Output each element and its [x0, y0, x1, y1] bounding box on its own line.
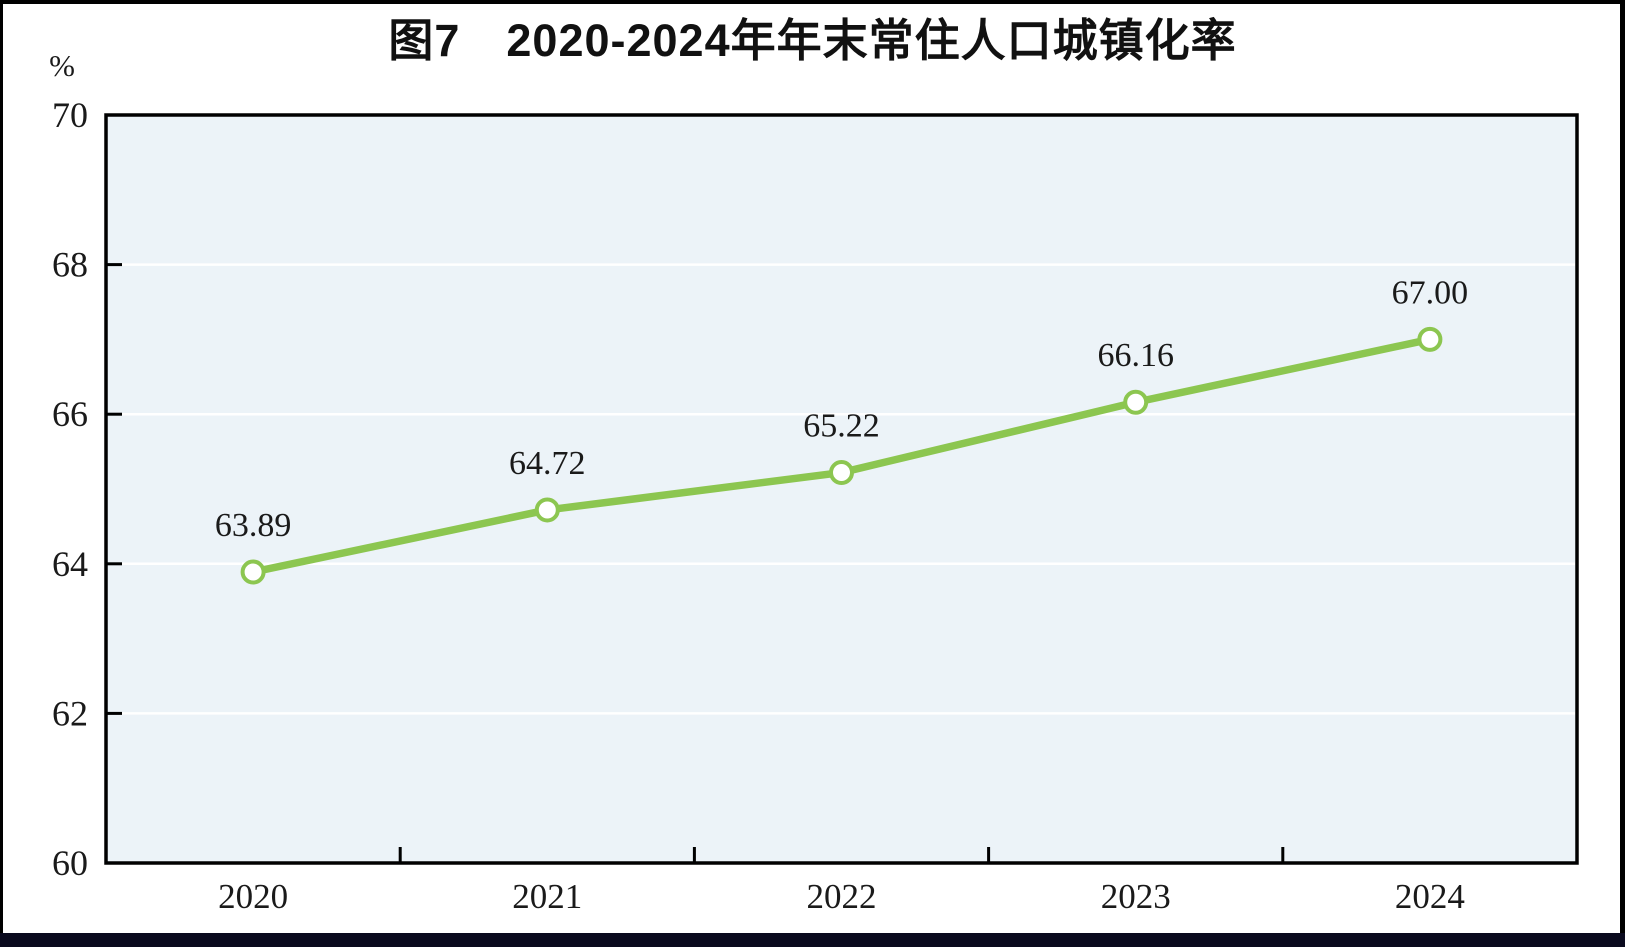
x-tick-label: 2022: [807, 877, 877, 916]
data-point-label: 66.16: [1097, 337, 1174, 374]
chart-title: 图7 2020-2024年年末常住人口城镇化率: [388, 15, 1237, 66]
y-tick-label: 68: [52, 245, 88, 285]
data-point-label: 64.72: [509, 445, 586, 482]
x-tick-label: 2024: [1395, 877, 1465, 916]
page-border-left: [0, 0, 3, 947]
data-point-marker: [240, 559, 266, 585]
y-tick-label: 60: [52, 843, 88, 883]
plot-area: [106, 115, 1577, 863]
bottom-border-bar: [0, 933, 1625, 947]
x-tick-label: 2021: [512, 877, 582, 916]
data-point-marker: [829, 460, 854, 486]
x-tick-label: 2023: [1101, 877, 1171, 916]
data-point-label: 63.89: [215, 507, 292, 544]
data-point-marker: [1417, 326, 1443, 352]
data-point-label: 67.00: [1392, 274, 1469, 311]
data-point-marker: [534, 497, 560, 523]
y-tick-label: 62: [52, 693, 88, 733]
page-border-right: [1620, 0, 1625, 947]
axis-frame: [104, 113, 1579, 865]
data-point-marker: [1123, 389, 1149, 415]
page-border-top: [0, 0, 1625, 4]
y-tick-label: 70: [52, 95, 88, 135]
x-tick-label: 2020: [218, 877, 288, 916]
y-tick-label: 64: [52, 544, 88, 584]
y-tick-label: 66: [52, 394, 88, 434]
y-axis-unit-label: %: [49, 48, 75, 83]
data-point-label: 65.22: [803, 408, 880, 445]
